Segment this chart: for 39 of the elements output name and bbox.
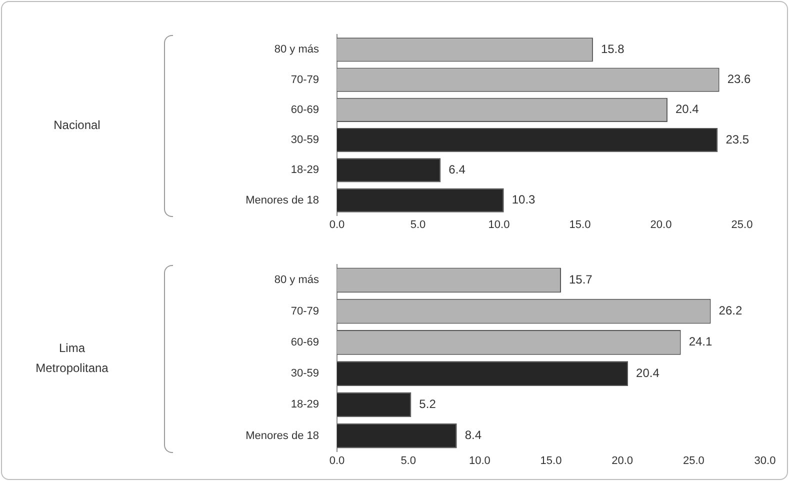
data-label: 15.7 <box>568 272 593 286</box>
x-tick-label: 15.0 <box>569 219 591 232</box>
y-tick-label: 70-79 <box>290 74 319 86</box>
data-label: 23.5 <box>726 132 750 146</box>
data-label: 24.1 <box>688 334 713 349</box>
y-tick-label: 60-69 <box>290 336 319 348</box>
y-tick-label: 30-59 <box>290 368 319 380</box>
data-label: 6.4 <box>448 162 466 177</box>
data-label: 20.4 <box>636 366 660 380</box>
x-tick-label: 5.0 <box>400 455 416 468</box>
x-tick-label: 25.0 <box>731 219 753 232</box>
x-tick-label: 0.0 <box>329 455 345 468</box>
y-tick-label: 80 y más <box>274 44 320 56</box>
y-tick-label: 60-69 <box>290 104 319 116</box>
y-axis-title: Lima Metropolitana <box>34 340 110 377</box>
y-tick-label: 30-59 <box>290 134 319 146</box>
data-label: 23.6 <box>727 72 751 86</box>
y-tick-label: 70-79 <box>290 305 319 318</box>
y-tick-label: 80 y más <box>274 274 320 286</box>
data-label: 26.2 <box>718 304 742 318</box>
data-label: 20.4 <box>675 102 700 116</box>
data-label: 15.8 <box>600 42 625 56</box>
x-tick-label: 30.0 <box>754 455 776 468</box>
x-tick-label: 5.0 <box>410 219 426 232</box>
y-tick-label: Menores de 18 <box>246 194 319 206</box>
y-tick-label: 18-29 <box>290 398 319 411</box>
x-tick-label: 20.0 <box>650 219 672 232</box>
y-tick-label: 18-29 <box>290 164 319 176</box>
x-tick-label: 15.0 <box>540 455 562 468</box>
data-label: 10.3 <box>512 192 536 207</box>
y-tick-label: Menores de 18 <box>246 430 319 442</box>
x-tick-label: 20.0 <box>612 455 634 468</box>
x-tick-label: 0.0 <box>329 219 345 232</box>
data-label: 5.2 <box>419 397 436 412</box>
y-axis-title: Nacional <box>52 117 102 134</box>
data-label: 8.4 <box>464 428 482 442</box>
x-tick-label: 25.0 <box>682 455 704 468</box>
x-tick-label: 10.0 <box>488 219 510 232</box>
x-tick-label: 10.0 <box>468 455 490 468</box>
